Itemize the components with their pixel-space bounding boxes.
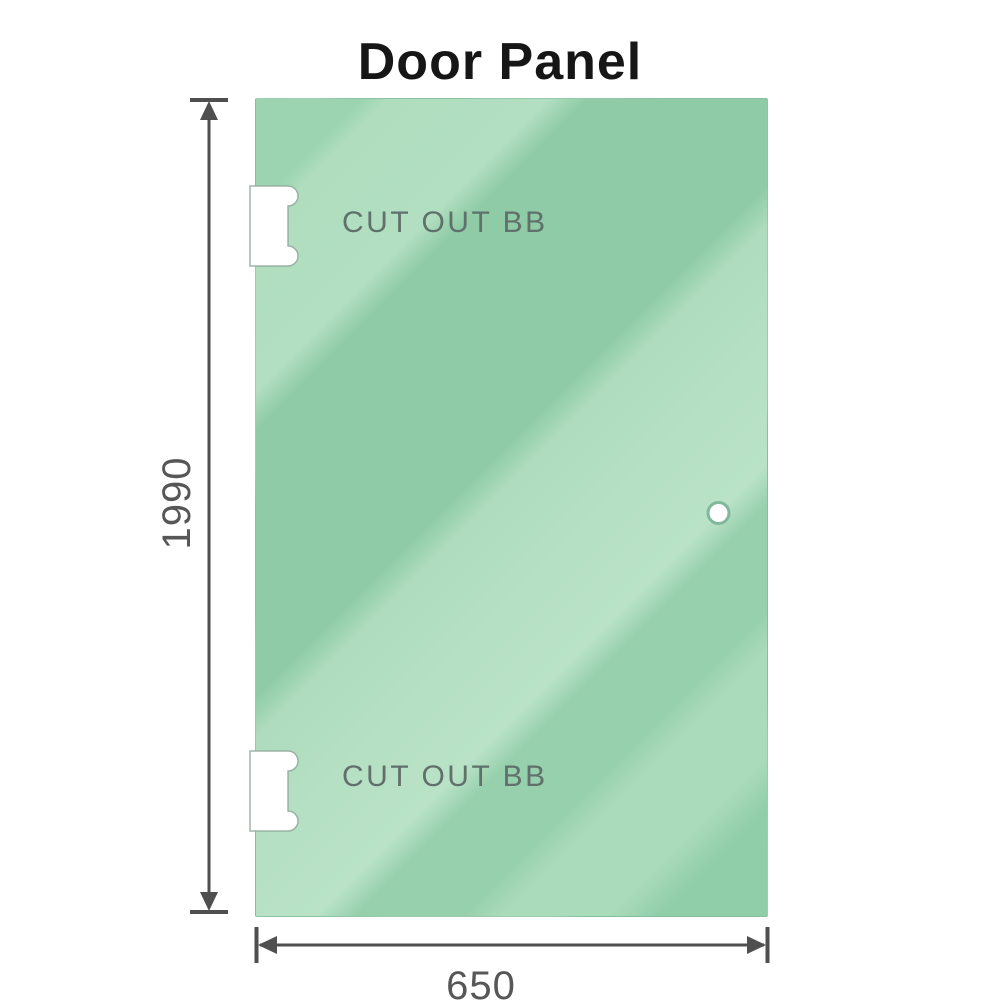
height-dimension-value: 1990 xyxy=(155,456,199,550)
cutout-top-label: CUT OUT BB xyxy=(342,206,548,239)
width-dimension-arrow xyxy=(254,927,770,963)
cutout-bottom-label: CUT OUT BB xyxy=(342,760,548,793)
width-dimension-value: 650 xyxy=(446,964,516,1008)
page-title: Door Panel xyxy=(357,33,643,91)
glass-panel xyxy=(255,98,768,917)
